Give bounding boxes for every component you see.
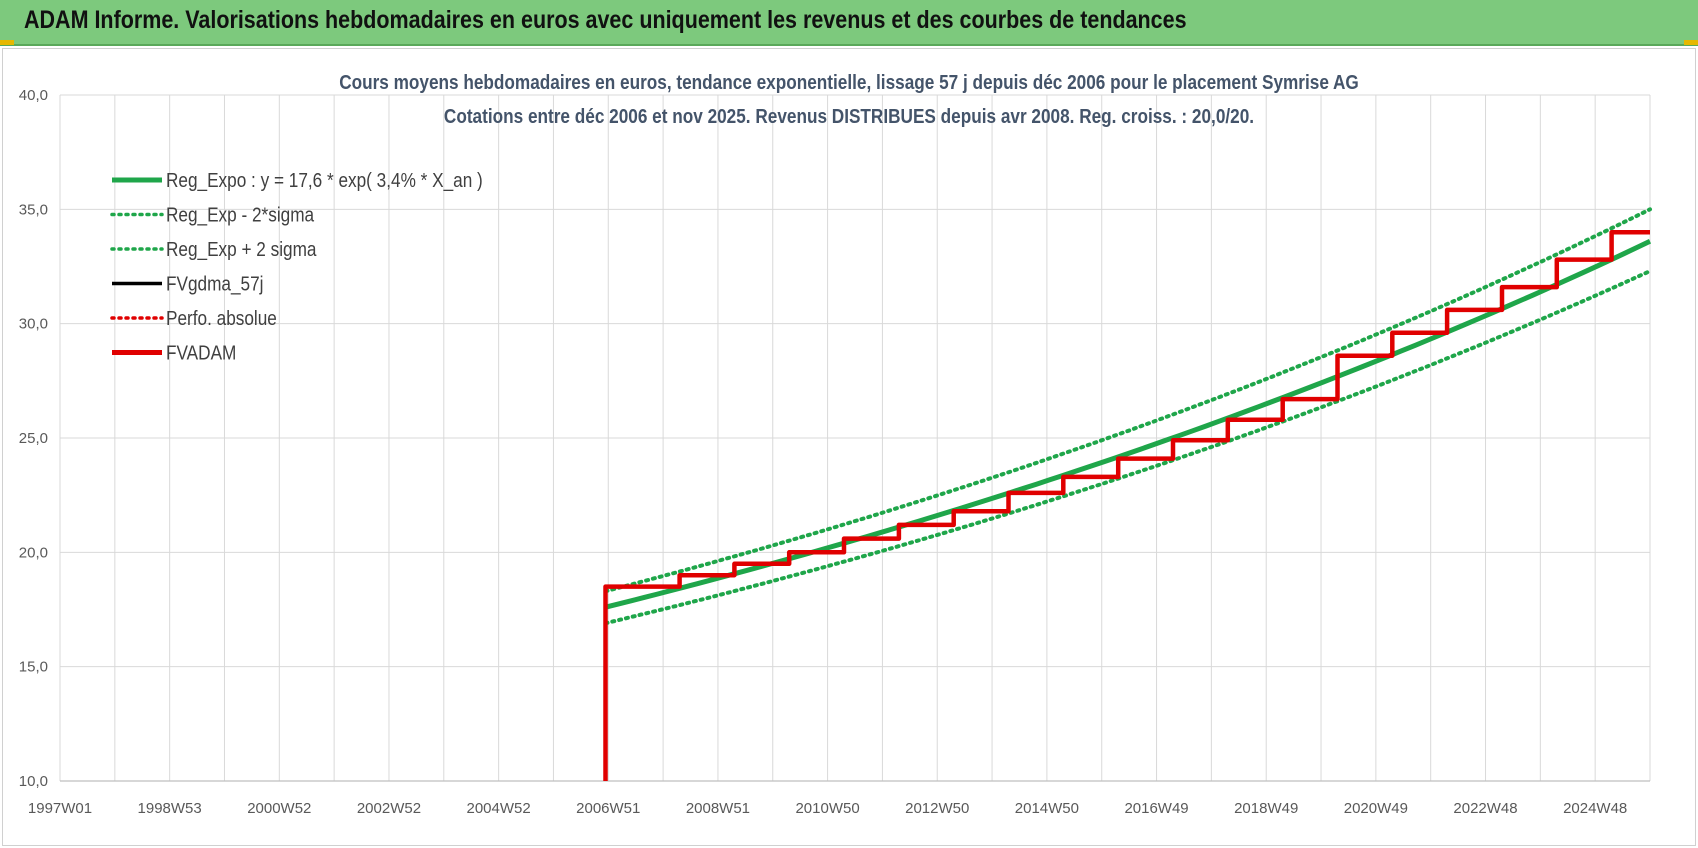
y-tick-label: 25,0 <box>19 430 48 447</box>
legend-label: Reg_Exp + 2 sigma <box>166 238 317 262</box>
x-tick-label: 2016W49 <box>1124 800 1188 817</box>
x-tick-label: 2022W48 <box>1453 800 1517 817</box>
chart-subtitle: Cotations entre déc 2006 et nov 2025. Re… <box>444 105 1254 128</box>
chart-legend: Reg_Expo : y = 17,6 * exp( 3,4% * X_an )… <box>110 169 483 364</box>
x-tick-label: 2014W50 <box>1015 800 1079 817</box>
x-tick-label: 2002W52 <box>357 800 421 817</box>
x-tick-label: 2024W48 <box>1563 800 1627 817</box>
x-tick-label: 2012W50 <box>905 800 969 817</box>
y-tick-label: 40,0 <box>19 87 48 104</box>
y-tick-label: 15,0 <box>19 659 48 676</box>
legend-label: Reg_Exp - 2*sigma <box>166 203 315 227</box>
x-tick-label: 2008W51 <box>686 800 750 817</box>
legend-label: FVADAM <box>166 341 236 364</box>
series-fvadam-line <box>603 229 1650 781</box>
y-tick-label: 30,0 <box>19 316 48 333</box>
x-axis-ticks: 1997W01 1998W53 2000W52 2002W52 2004W52 2006W… <box>28 800 1627 817</box>
report-banner: ADAM Informe. Valorisations hebdomadaire… <box>0 0 1698 46</box>
y-axis-ticks: 10,0 15,0 20,0 25,0 30,0 35,0 40,0 <box>19 87 48 790</box>
x-tick-label: 2010W50 <box>795 800 859 817</box>
legend-label: FVgdma_57j <box>166 272 263 296</box>
legend-label: Reg_Expo : y = 17,6 * exp( 3,4% * X_an ) <box>166 169 483 193</box>
series-line-1 <box>603 269 1652 626</box>
chart-frame <box>2 48 1696 846</box>
corner-mark-right <box>1684 40 1698 45</box>
report-title: ADAM Informe. Valorisations hebdomadaire… <box>24 6 1187 34</box>
y-tick-label: 35,0 <box>19 201 48 218</box>
series-line-0 <box>604 239 1652 610</box>
x-tick-label: 1997W01 <box>28 800 92 817</box>
x-tick-label: 2018W49 <box>1234 800 1298 817</box>
chart-title: Cours moyens hebdomadaires en euros, ten… <box>339 71 1359 94</box>
x-tick-label: 2004W52 <box>467 800 531 817</box>
y-tick-label: 20,0 <box>19 544 48 561</box>
x-tick-label: 2000W52 <box>247 800 311 817</box>
x-tick-label: 2020W49 <box>1344 800 1408 817</box>
y-tick-label: 10,0 <box>19 773 48 790</box>
chart-grid <box>59 94 1651 782</box>
series-line-2 <box>603 207 1652 594</box>
legend-label: Perfo. absolue <box>166 307 277 330</box>
x-tick-label: 1998W53 <box>138 800 202 817</box>
x-tick-label: 2006W51 <box>576 800 640 817</box>
chart-series <box>603 207 1652 781</box>
corner-mark-left <box>0 40 14 45</box>
